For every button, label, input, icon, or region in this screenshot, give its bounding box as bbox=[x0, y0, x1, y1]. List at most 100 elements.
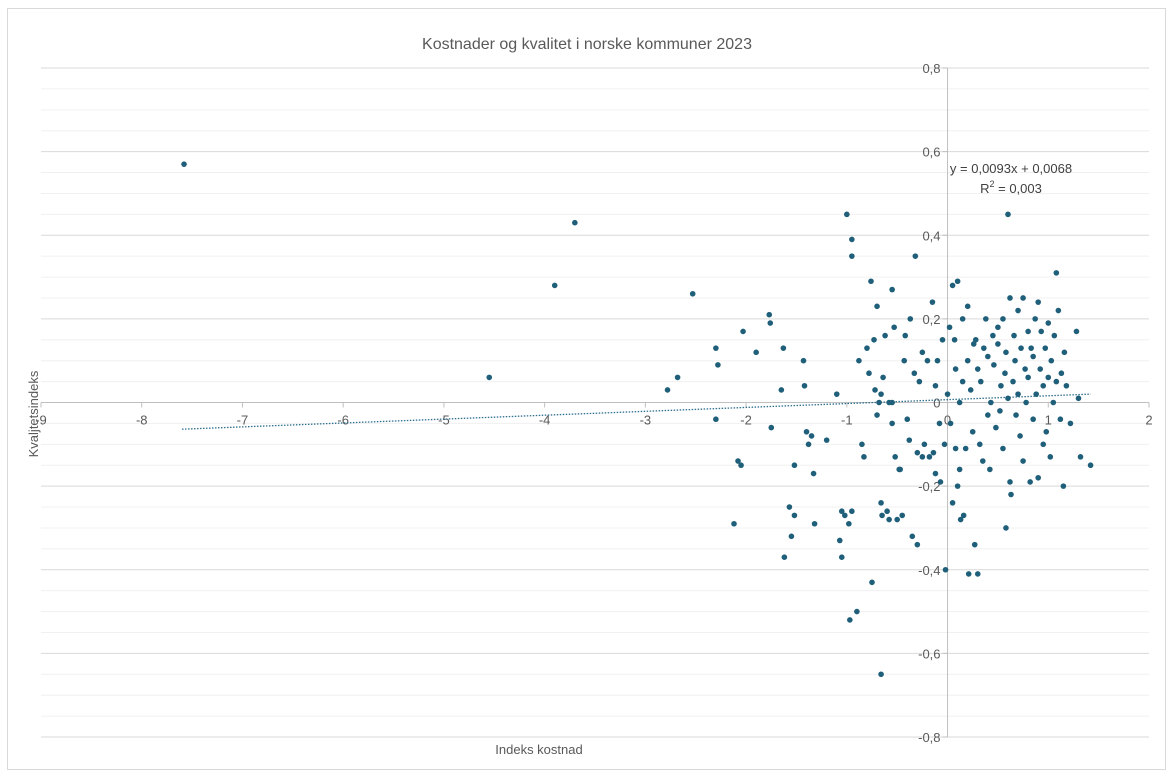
data-point bbox=[954, 278, 961, 285]
r2-prefix: R bbox=[980, 181, 989, 196]
tick-labels: -9 -8 -7 -6 -5 -4 -3 -2 -1 0 1 2 -0,8 -0,6 -0,4 -0,2 0 0,… bbox=[35, 61, 1152, 745]
data-point bbox=[1030, 353, 1036, 360]
y-tick-label: 0 bbox=[933, 396, 940, 411]
data-point bbox=[980, 458, 986, 464]
x-tick-label: -1 bbox=[841, 413, 853, 428]
data-point bbox=[856, 357, 862, 364]
data-point bbox=[889, 420, 895, 427]
data-point bbox=[1015, 391, 1021, 397]
data-point bbox=[864, 345, 870, 351]
data-point bbox=[944, 391, 951, 397]
y-tick-label: 0,2 bbox=[922, 312, 940, 327]
data-point bbox=[892, 454, 898, 460]
data-point bbox=[902, 332, 909, 339]
data-point bbox=[884, 508, 890, 515]
data-point bbox=[891, 324, 897, 331]
data-point bbox=[886, 399, 892, 406]
data-point bbox=[971, 541, 978, 548]
x-tick-label: 0 bbox=[944, 413, 951, 428]
x-tick-label: -8 bbox=[136, 413, 148, 428]
data-point bbox=[767, 320, 774, 326]
data-point bbox=[1025, 328, 1031, 335]
data-point bbox=[990, 332, 996, 339]
x-tick-label: -9 bbox=[35, 413, 47, 428]
data-point bbox=[919, 349, 926, 356]
data-point bbox=[1028, 345, 1034, 351]
y-tick-label: -0,2 bbox=[918, 479, 940, 494]
data-point bbox=[1022, 366, 1028, 372]
trendline bbox=[181, 393, 1091, 430]
data-point bbox=[942, 566, 949, 573]
y-tick-label: 0,6 bbox=[922, 145, 940, 160]
data-point bbox=[921, 441, 928, 448]
data-point bbox=[1055, 307, 1062, 314]
data-point bbox=[1050, 399, 1057, 406]
data-points bbox=[181, 161, 1094, 678]
data-point bbox=[964, 357, 971, 364]
trendline-r-squared: R2 = 0,003 bbox=[980, 179, 1042, 196]
r2-superscript: 2 bbox=[990, 179, 995, 189]
data-point bbox=[1048, 357, 1055, 364]
x-tick-label: -7 bbox=[237, 413, 249, 428]
data-point bbox=[874, 412, 880, 418]
data-point bbox=[1005, 211, 1011, 218]
data-point bbox=[916, 378, 923, 385]
data-point bbox=[951, 336, 958, 343]
data-point bbox=[987, 466, 993, 473]
data-point bbox=[914, 449, 921, 456]
data-point bbox=[985, 353, 991, 360]
data-point bbox=[1067, 420, 1074, 427]
data-point bbox=[1061, 349, 1068, 356]
data-point bbox=[956, 399, 963, 406]
axes bbox=[40, 67, 1150, 738]
data-point bbox=[1045, 320, 1052, 326]
data-point bbox=[939, 336, 946, 343]
data-point bbox=[1035, 474, 1041, 481]
data-point bbox=[1040, 441, 1047, 448]
data-point bbox=[844, 211, 850, 218]
data-point bbox=[889, 286, 895, 293]
data-point bbox=[904, 416, 911, 423]
data-point bbox=[976, 441, 983, 448]
data-point bbox=[1060, 483, 1067, 489]
gridlines bbox=[41, 67, 1149, 738]
data-point bbox=[1051, 332, 1058, 339]
data-point bbox=[811, 520, 818, 527]
data-point bbox=[995, 324, 1001, 331]
data-point bbox=[977, 378, 984, 385]
data-point bbox=[859, 441, 865, 448]
chart-frame: -9 -8 -7 -6 -5 -4 -3 -2 -1 0 1 2 -0,8 -0,6 -0,4 -0,2 0 0,… bbox=[7, 8, 1166, 770]
data-point bbox=[959, 378, 966, 385]
data-point bbox=[974, 571, 981, 577]
data-point bbox=[1037, 366, 1044, 372]
data-point bbox=[972, 336, 979, 343]
data-point bbox=[952, 445, 959, 452]
data-point bbox=[781, 554, 788, 561]
data-point bbox=[1075, 395, 1082, 402]
data-point bbox=[800, 357, 807, 364]
data-point bbox=[936, 420, 943, 427]
data-point bbox=[1007, 295, 1013, 301]
data-point bbox=[1013, 412, 1019, 418]
data-point bbox=[937, 479, 944, 485]
data-point bbox=[805, 441, 812, 448]
data-point bbox=[906, 437, 913, 443]
data-point bbox=[926, 454, 933, 460]
data-point bbox=[924, 357, 931, 364]
data-point bbox=[731, 520, 737, 527]
data-point bbox=[998, 382, 1004, 389]
data-point bbox=[847, 617, 853, 623]
data-point bbox=[1030, 416, 1036, 423]
data-point bbox=[1047, 454, 1054, 460]
data-point bbox=[929, 299, 936, 305]
data-point bbox=[1012, 357, 1018, 364]
x-tick-label: -3 bbox=[640, 413, 652, 428]
data-point bbox=[1042, 345, 1049, 351]
data-point bbox=[486, 374, 493, 381]
data-point bbox=[960, 512, 967, 519]
data-point bbox=[1017, 433, 1023, 439]
data-point bbox=[932, 382, 939, 389]
data-point bbox=[866, 370, 872, 377]
data-point bbox=[740, 328, 746, 335]
data-point bbox=[879, 512, 885, 519]
